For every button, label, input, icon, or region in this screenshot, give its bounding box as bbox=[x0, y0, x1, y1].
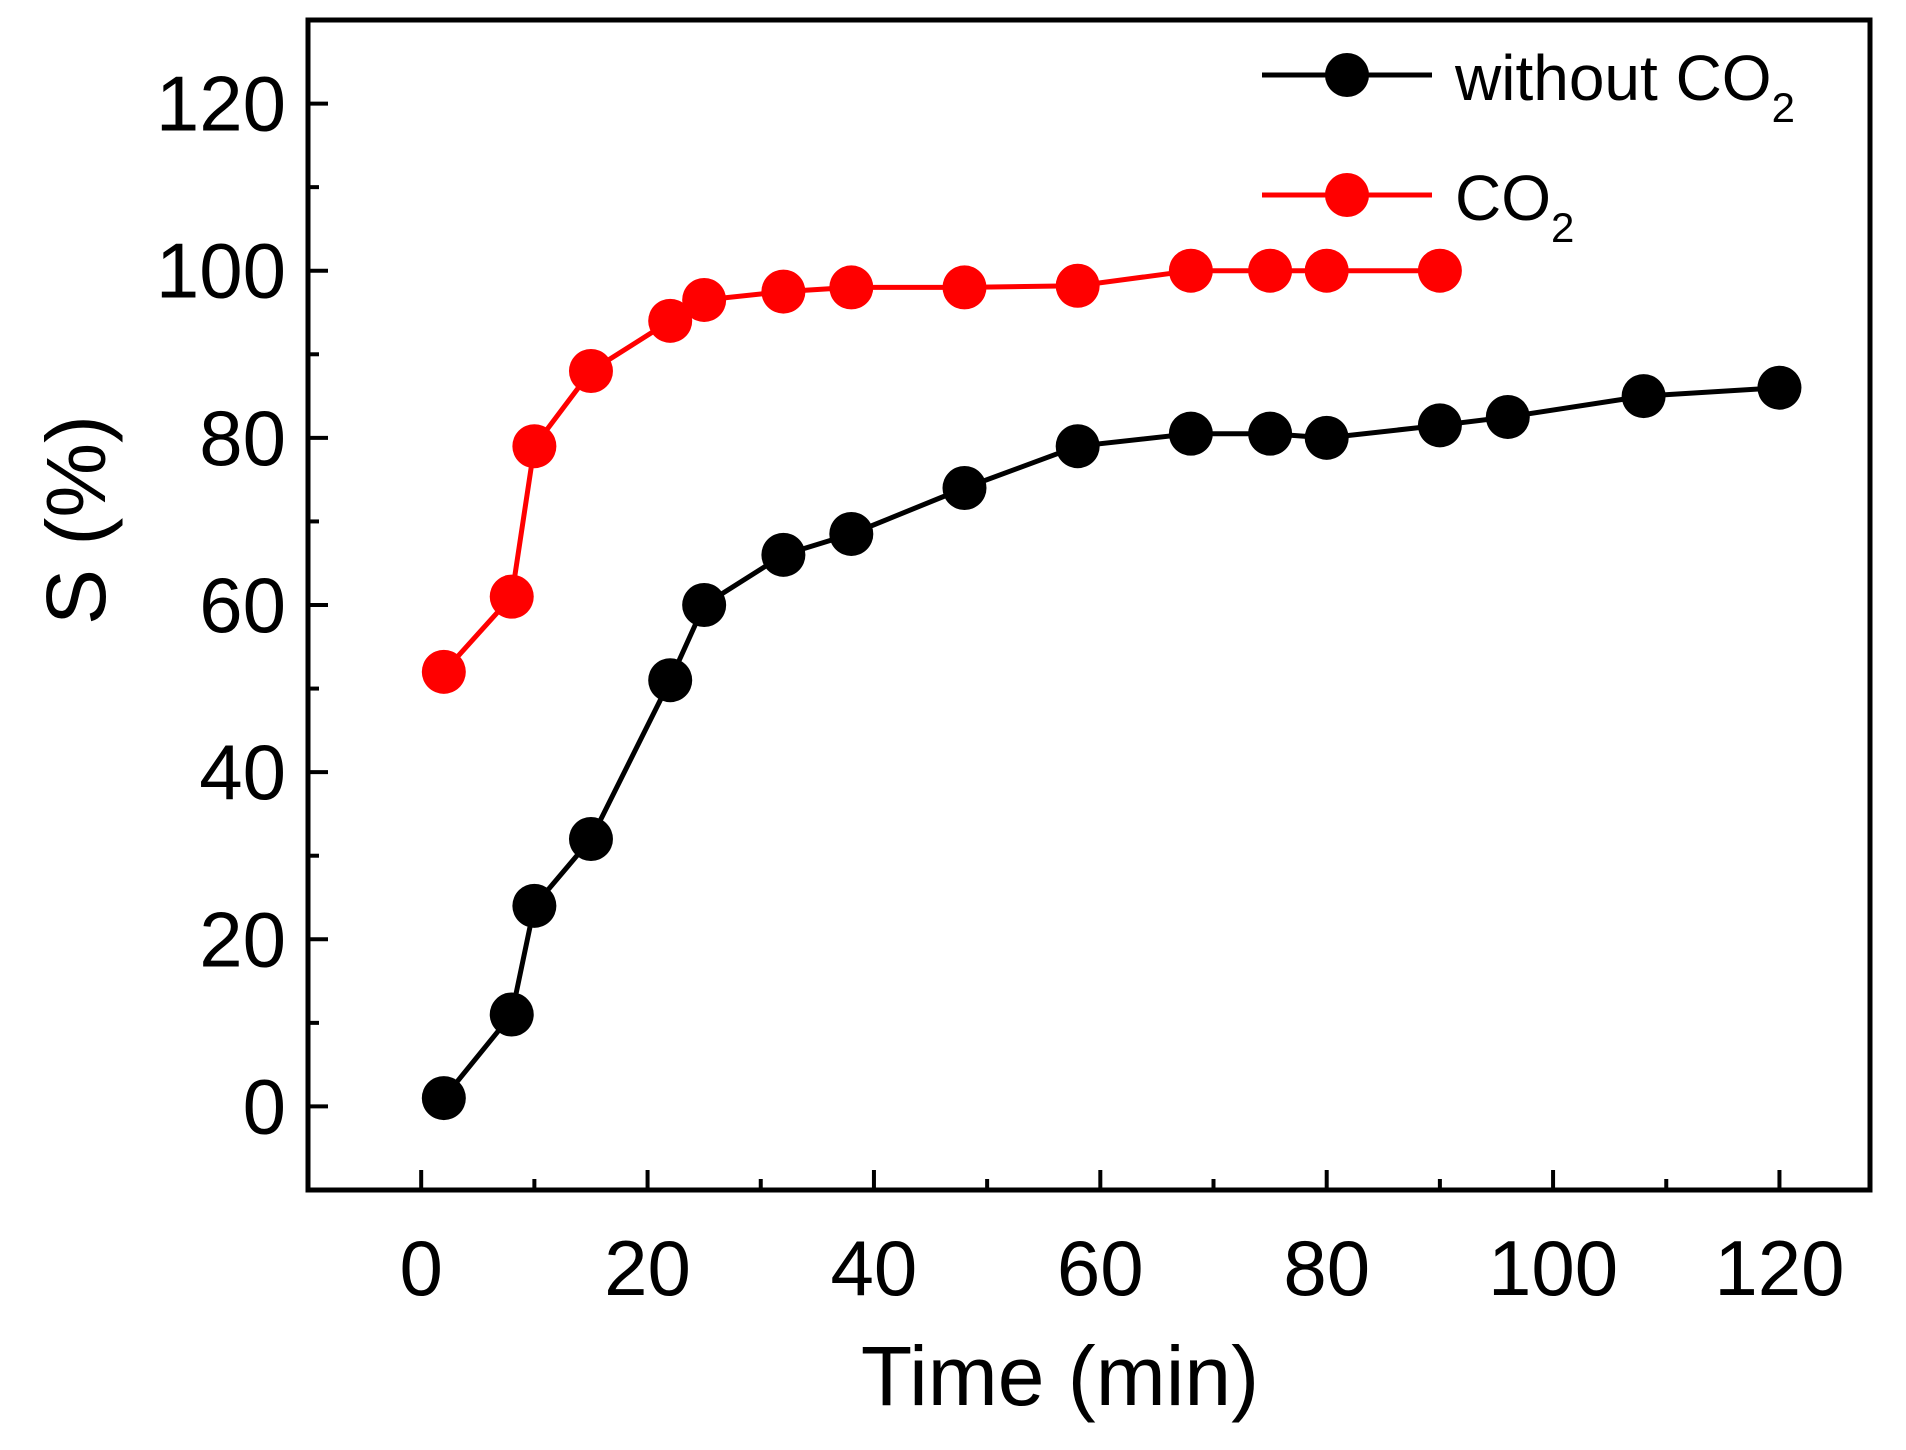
y-tick-label-40: 40 bbox=[199, 728, 286, 816]
legend-marker-co2 bbox=[1325, 173, 1369, 217]
x-axis-title: Time (min) bbox=[861, 1329, 1259, 1423]
data-point-co2-6 bbox=[761, 269, 806, 314]
y-tick-label-0: 0 bbox=[243, 1062, 286, 1150]
data-point-co2-10 bbox=[1168, 248, 1213, 293]
data-point-without-co2-14 bbox=[1485, 394, 1530, 439]
data-point-without-co2-4 bbox=[648, 658, 693, 703]
series-layer bbox=[421, 248, 1802, 1121]
legend-label-without-co2-sub: 2 bbox=[1772, 84, 1795, 131]
series-line-without-co2 bbox=[441, 385, 1780, 1100]
data-point-without-co2-0 bbox=[421, 1076, 466, 1121]
axis-tick-labels: 0 20 40 60 80 100 120 0 20 40 60 80 100 120 bbox=[156, 60, 1845, 1312]
data-point-co2-13 bbox=[1417, 248, 1462, 293]
data-point-without-co2-10 bbox=[1168, 411, 1213, 456]
y-tick-label-20: 20 bbox=[199, 895, 286, 983]
data-point-without-co2-5 bbox=[682, 583, 727, 627]
data-point-without-co2-3 bbox=[568, 817, 613, 861]
legend-label-without-co2: without CO2 bbox=[1454, 42, 1795, 131]
legend: without CO2 CO2 bbox=[1262, 42, 1795, 251]
data-point-co2-7 bbox=[829, 265, 874, 310]
data-point-without-co2-9 bbox=[1055, 424, 1100, 469]
y-axis-title: S (%) bbox=[29, 415, 123, 625]
data-point-without-co2-13 bbox=[1417, 403, 1462, 448]
axis-ticks bbox=[306, 18, 1782, 1192]
data-point-co2-12 bbox=[1304, 248, 1349, 293]
y-tick-label-100: 100 bbox=[156, 227, 286, 315]
legend-marker-without-co2 bbox=[1325, 53, 1369, 97]
x-tick-label-0: 0 bbox=[399, 1224, 442, 1312]
data-point-without-co2-11 bbox=[1248, 411, 1293, 456]
data-point-without-co2-8 bbox=[942, 466, 987, 510]
data-point-co2-1 bbox=[489, 574, 534, 619]
data-point-co2-3 bbox=[568, 349, 613, 393]
data-point-without-co2-2 bbox=[512, 883, 557, 928]
series-line-co2 bbox=[441, 268, 1440, 674]
data-point-without-co2-1 bbox=[489, 992, 534, 1037]
legend-label-co2: CO2 bbox=[1455, 162, 1574, 251]
data-point-co2-11 bbox=[1248, 248, 1293, 293]
y-tick-label-120: 120 bbox=[156, 60, 286, 148]
x-tick-label-40: 40 bbox=[831, 1224, 918, 1312]
data-point-co2-5 bbox=[682, 277, 727, 322]
plot-frame bbox=[305, 17, 1873, 1193]
x-tick-label-120: 120 bbox=[1714, 1224, 1844, 1312]
y-tick-label-80: 80 bbox=[199, 394, 286, 482]
data-point-without-co2-7 bbox=[829, 511, 874, 556]
x-tick-label-100: 100 bbox=[1488, 1224, 1618, 1312]
data-point-co2-9 bbox=[1055, 263, 1100, 308]
data-point-without-co2-15 bbox=[1621, 374, 1666, 419]
data-point-without-co2-6 bbox=[761, 532, 806, 577]
data-point-without-co2-16 bbox=[1757, 365, 1802, 410]
x-tick-label-60: 60 bbox=[1057, 1224, 1144, 1312]
data-point-co2-8 bbox=[942, 265, 987, 310]
data-point-co2-0 bbox=[421, 649, 466, 694]
data-point-without-co2-12 bbox=[1304, 415, 1349, 460]
legend-label-without-co2-main: without CO bbox=[1454, 42, 1772, 114]
series-co2 bbox=[421, 248, 1462, 694]
x-tick-label-80: 80 bbox=[1283, 1224, 1370, 1312]
data-point-co2-2 bbox=[512, 424, 557, 469]
data-point-co2-4 bbox=[648, 298, 693, 343]
series-without-co2 bbox=[421, 365, 1802, 1121]
y-tick-label-60: 60 bbox=[199, 561, 286, 649]
x-tick-label-20: 20 bbox=[604, 1224, 691, 1312]
legend-label-co2-main: CO bbox=[1455, 162, 1551, 234]
legend-label-co2-sub: 2 bbox=[1551, 204, 1574, 251]
